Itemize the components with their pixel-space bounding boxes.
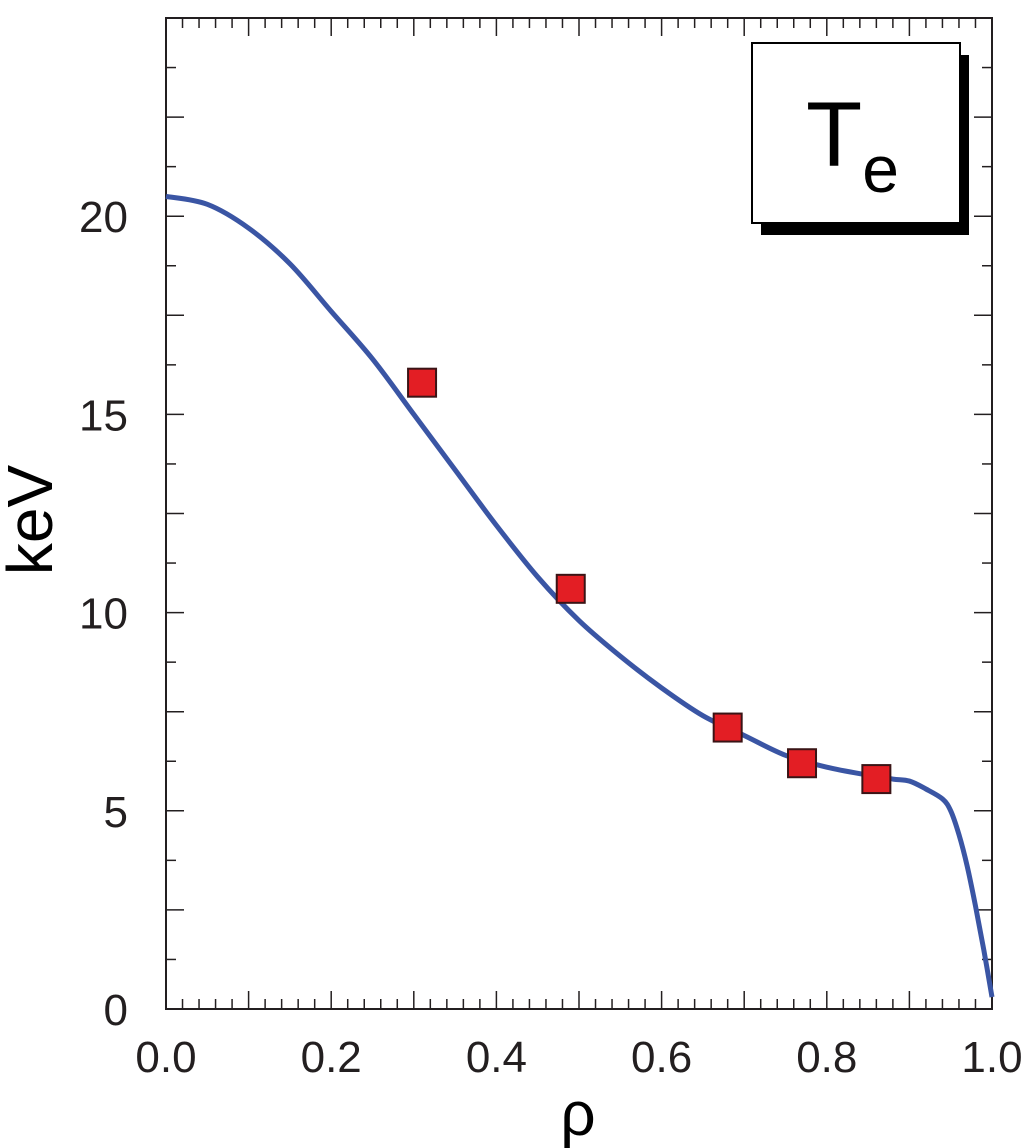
legend-label-sub: e xyxy=(862,132,899,206)
x-tick-label: 0.8 xyxy=(796,1033,857,1082)
x-axis-title: ρ xyxy=(560,1080,595,1148)
ticks xyxy=(165,17,993,1010)
data-marker xyxy=(787,748,818,779)
legend-label-main: T xyxy=(806,84,862,186)
x-tick-label: 0.2 xyxy=(301,1033,362,1082)
data-marker xyxy=(555,573,586,604)
x-tick-label: 1.0 xyxy=(961,1033,1022,1082)
tick-labels: 0.0 0.2 0.4 0.6 0.8 1.0 0 5 10 15 20 xyxy=(79,193,1023,1082)
x-tick-label: 0.6 xyxy=(631,1033,692,1082)
y-tick-label: 0 xyxy=(104,986,128,1035)
y-tick-label: 15 xyxy=(79,391,128,440)
data-marker xyxy=(712,712,743,743)
y-tick-label: 5 xyxy=(104,788,128,837)
legend-box xyxy=(751,42,961,224)
data-marker xyxy=(407,367,438,398)
legend: Te xyxy=(751,42,969,235)
x-tick-label: 0.4 xyxy=(466,1033,527,1082)
y-tick-label: 20 xyxy=(79,193,128,242)
series-markers xyxy=(407,367,892,795)
x-tick-label: 0.0 xyxy=(135,1033,196,1082)
svg-text:Te: Te xyxy=(806,84,899,206)
y-tick-label: 10 xyxy=(79,590,128,639)
y-axis-title: keV xyxy=(0,465,66,576)
data-marker xyxy=(861,764,892,795)
